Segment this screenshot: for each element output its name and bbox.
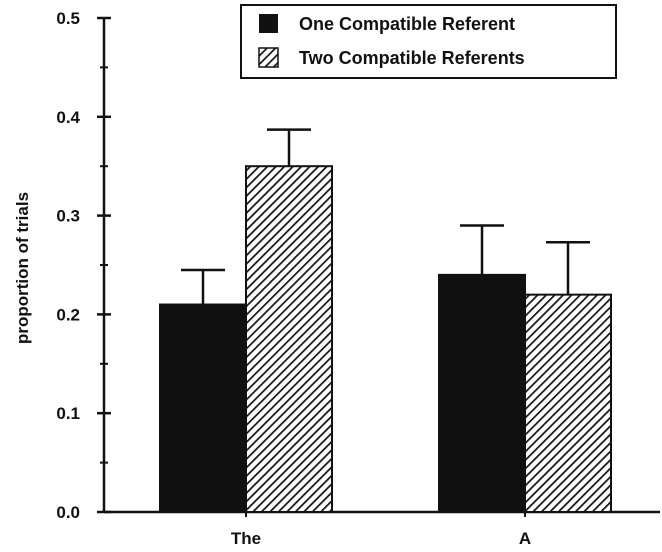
x-tick-label: The: [231, 529, 261, 548]
legend-swatch-one-compatible: [259, 14, 278, 33]
y-ticks: 0.0 0.1 0.2 0.3 0.4 0.5: [56, 9, 111, 522]
bar-one-compatible-a: [438, 273, 526, 513]
error-bars: [181, 128, 590, 305]
legend-label-two-compatible: Two Compatible Referents: [299, 48, 525, 68]
y-tick-label: 0.0: [56, 503, 80, 522]
y-tick-label: 0.3: [56, 207, 80, 226]
bar-one-compatible-the: [159, 303, 247, 513]
legend-label-one-compatible: One Compatible Referent: [299, 14, 515, 34]
bar-two-compatible-the: [245, 165, 333, 513]
bars: [159, 165, 612, 514]
legend-swatch-two-compatible: [258, 47, 279, 68]
y-tick-label: 0.4: [56, 108, 80, 127]
bar-two-compatible-a: [524, 293, 612, 514]
x-tick-label: A: [519, 529, 531, 548]
legend-box: [240, 4, 617, 79]
y-tick-label: 0.1: [56, 404, 80, 423]
x-tick-labels: The A: [231, 507, 531, 548]
y-tick-label: 0.2: [56, 305, 80, 324]
legend: One Compatible Referent Two Compatible R…: [240, 4, 617, 79]
y-tick-label: 0.5: [56, 9, 80, 28]
y-axis-title: proportion of trials: [13, 192, 32, 344]
